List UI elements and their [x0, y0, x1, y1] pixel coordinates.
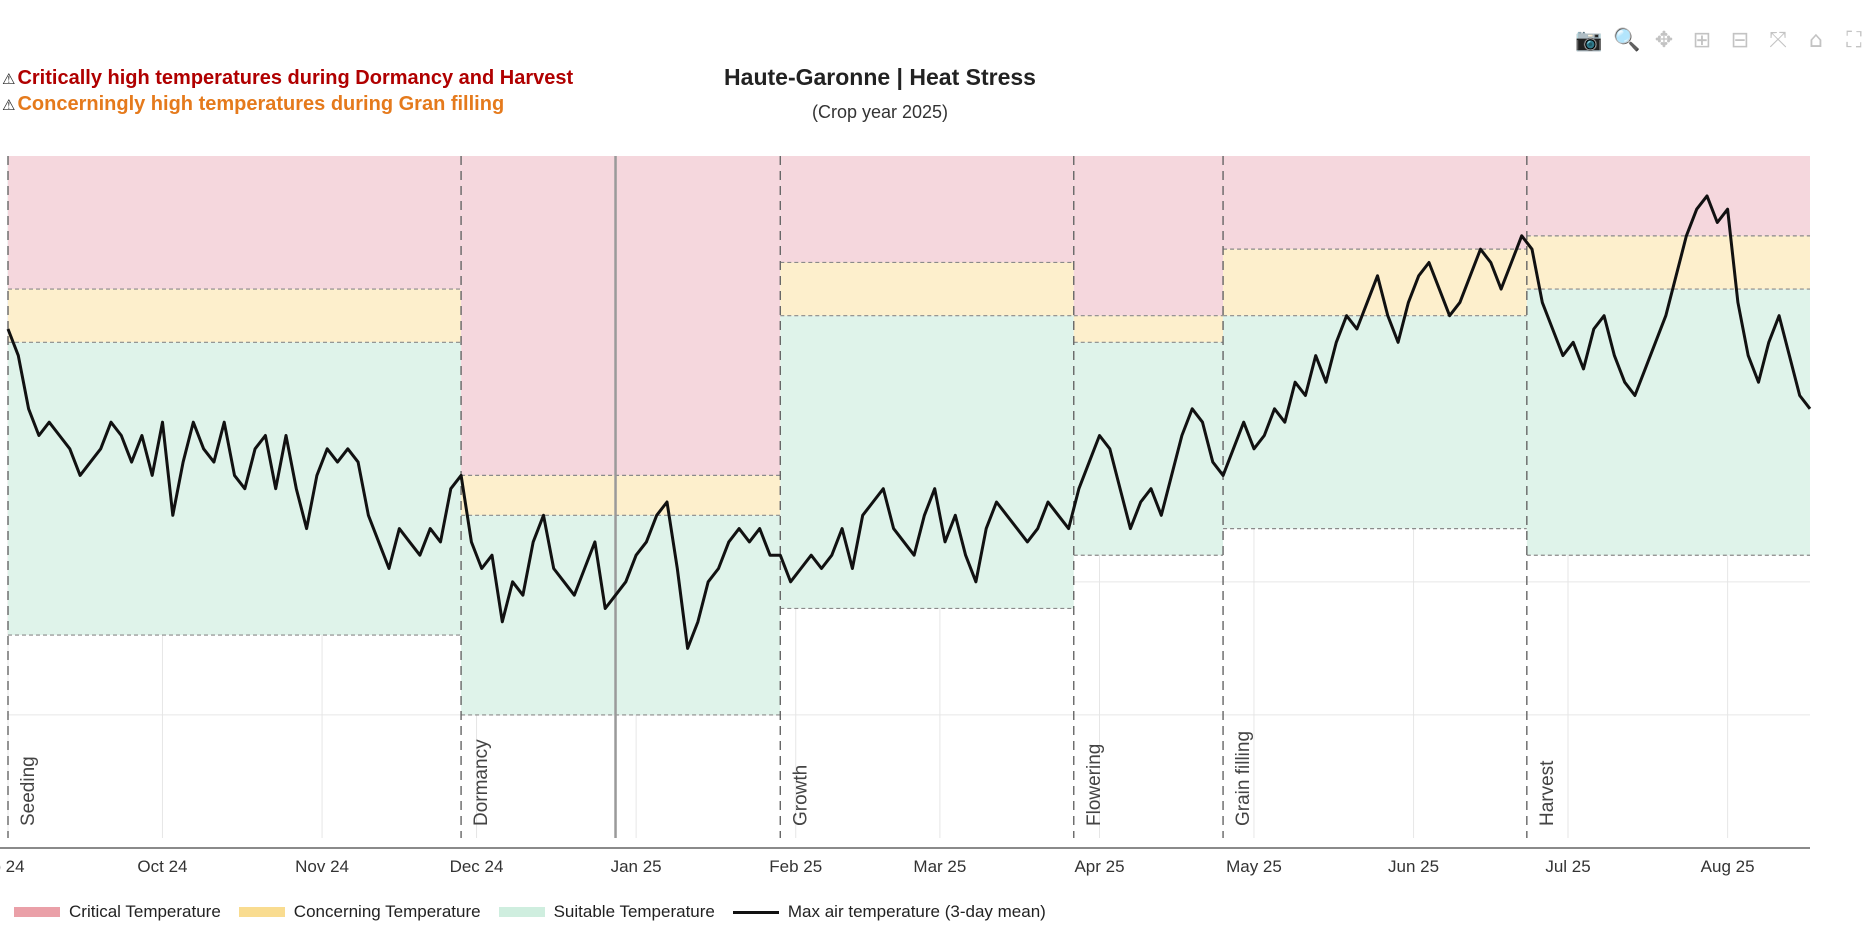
legend-label: Critical Temperature — [69, 902, 221, 921]
critical-band — [1223, 156, 1527, 250]
legend-swatch — [238, 907, 285, 917]
x-tick-label: May 25 — [1226, 857, 1282, 876]
critical-warning: ⚠ Critically high temperatures during Dor… — [2, 67, 573, 90]
camera-icon[interactable]: 📷 — [1575, 28, 1603, 53]
concerning-band — [1073, 315, 1224, 343]
concerning-band — [1526, 235, 1810, 290]
stage-label-flowering: Flowering — [1084, 744, 1105, 826]
zoom-in-icon[interactable]: ⊞ — [1692, 28, 1712, 53]
x-tick-label: Mar 25 — [913, 857, 966, 876]
chart-subtitle: (Crop year 2025) — [811, 102, 949, 122]
x-tick-label: Nov 24 — [295, 857, 349, 876]
suitable-band — [1526, 289, 1810, 556]
stage-label-harvest: Harvest — [1537, 760, 1558, 826]
concerning-warning: ⚠ Concerningly high temperatures during G… — [2, 93, 504, 116]
legend-swatch — [732, 910, 779, 914]
concerning-warning-text: Concerningly high temperatures during Gr… — [17, 93, 505, 115]
suitable-band — [1223, 315, 1527, 529]
concerning-band — [780, 262, 1074, 316]
legend-item[interactable]: Concerning Temperature — [238, 902, 481, 922]
x-tick-label: Jan 25 — [611, 857, 662, 876]
suitable-band — [461, 515, 781, 715]
x-tick-label: p 24 — [0, 857, 25, 876]
stage-label-seeding: Seeding — [18, 756, 39, 826]
x-tick-label: Aug 25 — [1701, 857, 1755, 876]
autoscale-icon[interactable]: ⤧ — [1769, 28, 1787, 53]
critical-band — [780, 156, 1074, 263]
x-tick-label: Dec 24 — [450, 857, 504, 876]
suitable-band — [1073, 342, 1224, 556]
x-tick-label: Oct 24 — [137, 857, 187, 876]
chart-modebar: 📷 🔍 ✥ ⊞ ⊟ ⤧ ⌂ ⛶ — [1575, 28, 1867, 54]
suitable-band — [8, 342, 462, 636]
critical-warning-text: Critically high temperatures during Dorm… — [17, 67, 574, 89]
critical-band — [8, 156, 462, 290]
critical-band — [1073, 156, 1224, 316]
chart-title: Haute-Garonne | Heat Stress — [724, 64, 1036, 90]
critical-band — [1526, 156, 1810, 236]
legend-swatch — [498, 907, 545, 917]
x-tick-label: Jul 25 — [1545, 857, 1590, 876]
reset-axes-icon[interactable]: ⌂ — [1809, 28, 1823, 53]
stage-label-dormancy: Dormancy — [471, 739, 492, 826]
stage-label-growth: Growth — [790, 765, 811, 826]
legend-label: Suitable Temperature — [553, 902, 715, 921]
x-tick-label: Feb 25 — [769, 857, 822, 876]
zoom-out-icon[interactable]: ⊟ — [1730, 28, 1750, 53]
legend-item[interactable]: Max air temperature (3-day mean) — [732, 902, 1046, 922]
legend-item[interactable]: Suitable Temperature — [498, 902, 715, 922]
x-tick-label: Jun 25 — [1388, 857, 1439, 876]
concerning-band — [461, 475, 781, 516]
legend-item[interactable]: Critical Temperature — [14, 902, 221, 922]
pan-icon[interactable]: ✥ — [1654, 28, 1674, 53]
critical-band — [461, 156, 781, 476]
warning-icon: ⚠ — [2, 71, 16, 88]
legend-label: Concerning Temperature — [293, 902, 481, 921]
stage-label-grain-filling: Grain filling — [1233, 731, 1254, 826]
legend-label: Max air temperature (3-day mean) — [787, 902, 1046, 921]
fullscreen-icon[interactable]: ⛶ — [1846, 28, 1862, 53]
concerning-band — [8, 289, 462, 343]
chart-legend: Critical Temperature Concerning Temperatu… — [14, 902, 1046, 922]
x-tick-label: Apr 25 — [1074, 857, 1124, 876]
temperature-series-line — [6, 194, 1812, 650]
zoom-icon[interactable]: 🔍 — [1613, 28, 1641, 53]
legend-swatch — [14, 907, 60, 917]
warning-icon: ⚠ — [2, 97, 16, 114]
